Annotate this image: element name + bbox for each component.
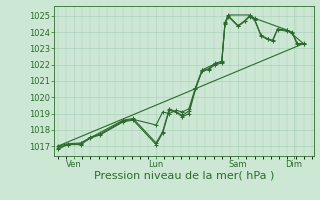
X-axis label: Pression niveau de la mer( hPa ): Pression niveau de la mer( hPa ) <box>94 171 274 181</box>
